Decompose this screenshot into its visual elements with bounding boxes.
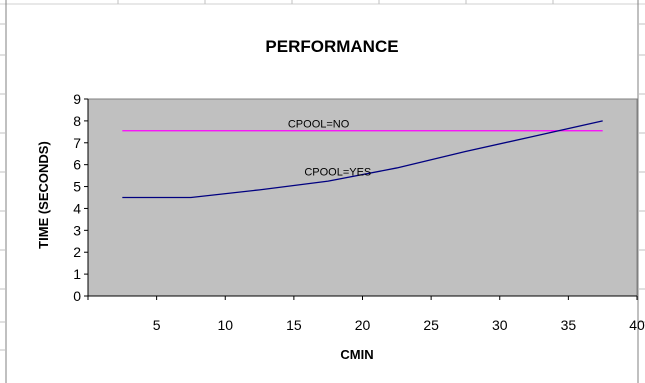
x-tick-label: 30 bbox=[492, 317, 508, 333]
y-tick-label: 9 bbox=[73, 91, 81, 107]
y-tick-label: 4 bbox=[73, 200, 81, 216]
y-tick-label: 5 bbox=[73, 179, 81, 195]
series-lines bbox=[122, 120, 603, 199]
y-tick-label: 6 bbox=[73, 157, 81, 173]
chart-title: PERFORMANCE bbox=[265, 37, 398, 56]
y-tick-label: 1 bbox=[73, 266, 81, 282]
x-tick-label: 5 bbox=[153, 317, 161, 333]
y-tick-label: 8 bbox=[73, 113, 81, 129]
y-tick-label: 3 bbox=[73, 222, 81, 238]
series-line-cpool-yes bbox=[122, 120, 603, 199]
x-tick-label: 20 bbox=[355, 317, 371, 333]
x-axis-title: CMIN bbox=[340, 347, 373, 362]
x-tick-label: 25 bbox=[423, 317, 439, 333]
y-tick-label: 7 bbox=[73, 135, 81, 151]
x-tick-label: 40 bbox=[629, 317, 645, 333]
series-annotations: CPOOL=NO CPOOL=YES bbox=[288, 118, 371, 178]
y-tick-label: 0 bbox=[73, 288, 81, 304]
label-cpool-yes: CPOOL=YES bbox=[304, 167, 371, 179]
axis-ticks: 0 1 2 3 4 5 6 7 8 9 5 10 15 20 25 30 35 40 bbox=[73, 91, 645, 333]
y-tick-label: 2 bbox=[73, 244, 81, 260]
x-tick-label: 15 bbox=[286, 317, 302, 333]
label-cpool-no: CPOOL=NO bbox=[288, 118, 350, 130]
x-tick-label: 35 bbox=[561, 317, 577, 333]
x-tick-label: 10 bbox=[217, 317, 233, 333]
y-axis-title: TIME (SECONDS) bbox=[36, 141, 51, 249]
